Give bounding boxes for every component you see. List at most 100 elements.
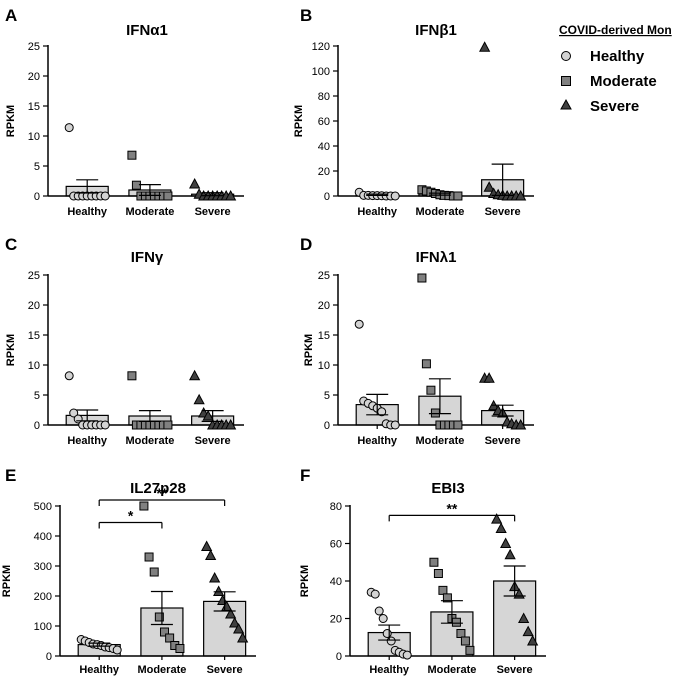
panel-C: C IFNγ RPKM 0 5 10 15 20 25 Healthy Moderate Severe xyxy=(5,235,244,447)
panel-label: A xyxy=(5,6,17,25)
y-tick-label: 0 xyxy=(34,191,40,203)
y-tick-label: 200 xyxy=(34,591,52,603)
panel-D: D IFNλ1 RPKM 0 5 10 15 20 25 Healthy Moderate Sever… xyxy=(300,235,534,447)
y-tick-label: 0 xyxy=(324,420,330,432)
data-point-severe xyxy=(491,513,503,524)
data-point-moderate xyxy=(426,385,436,395)
y-tick-label: 20 xyxy=(318,166,330,178)
legend-severe-label: Severe xyxy=(590,98,639,115)
y-tick-label: 0 xyxy=(324,191,330,203)
category-label-healthy: Healthy xyxy=(357,435,398,447)
data-point-moderate xyxy=(442,593,452,603)
legend-moderate-label: Moderate xyxy=(590,73,657,90)
legend-moderate-marker xyxy=(561,76,571,86)
data-point-severe xyxy=(225,607,237,619)
y-tick-label: 40 xyxy=(318,141,330,153)
data-point-severe xyxy=(213,585,225,596)
data-point-healthy xyxy=(390,420,400,430)
data-point-moderate xyxy=(451,617,461,627)
y-tick-label: 20 xyxy=(28,71,40,83)
panel-title: IFNλ1 xyxy=(416,249,457,266)
data-point-severe xyxy=(193,393,205,405)
data-point-healthy xyxy=(386,636,396,646)
data-point-severe xyxy=(237,631,249,643)
data-point-moderate xyxy=(175,644,185,653)
category-label-severe: Severe xyxy=(195,206,231,218)
y-tick-label: 20 xyxy=(28,300,40,312)
data-point-moderate xyxy=(456,629,466,638)
data-point-severe xyxy=(233,622,245,634)
category-label-moderate: Moderate xyxy=(415,206,464,218)
data-point-moderate xyxy=(159,627,169,637)
data-point-healthy xyxy=(354,319,364,329)
panel-label: C xyxy=(5,235,17,254)
legend-item-severe: Severe xyxy=(560,98,639,115)
data-point-healthy xyxy=(390,191,400,201)
data-point-severe xyxy=(518,612,530,623)
data-point-healthy xyxy=(64,123,74,133)
y-tick-label: 100 xyxy=(34,621,52,633)
y-tick-label: 500 xyxy=(34,501,52,513)
data-point-moderate xyxy=(438,585,448,595)
panel-title: IFNγ xyxy=(131,249,164,266)
data-point-severe xyxy=(479,41,491,52)
category-label-severe: Severe xyxy=(207,664,243,676)
data-point-healthy xyxy=(370,589,380,599)
y-tick-label: 10 xyxy=(318,360,330,372)
y-tick-label: 80 xyxy=(330,501,342,513)
y-tick-label: 10 xyxy=(28,131,40,143)
y-axis-label: RPKM xyxy=(1,565,13,597)
data-point-severe xyxy=(495,522,507,533)
y-tick-label: 100 xyxy=(312,66,330,78)
data-point-moderate xyxy=(163,420,173,430)
y-tick-label: 15 xyxy=(318,330,330,342)
significance-marker: ** xyxy=(156,485,167,501)
y-tick-label: 60 xyxy=(330,539,342,551)
data-point-severe xyxy=(515,418,527,430)
category-label-healthy: Healthy xyxy=(67,206,108,218)
significance-marker: * xyxy=(128,508,134,524)
y-tick-label: 25 xyxy=(318,270,330,282)
data-point-severe xyxy=(205,549,217,560)
category-label-moderate: Moderate xyxy=(125,435,174,447)
y-tick-label: 5 xyxy=(324,390,330,402)
data-point-healthy xyxy=(100,191,110,201)
data-point-moderate xyxy=(453,191,463,201)
y-tick-label: 300 xyxy=(34,561,52,573)
data-point-moderate xyxy=(433,569,443,578)
y-axis-label: RPKM xyxy=(293,105,305,137)
panel-A: A IFNα1 RPKM 0 5 10 15 20 25 Healthy Moderate Sever… xyxy=(5,6,244,218)
data-point-healthy xyxy=(69,408,79,418)
category-label-severe: Severe xyxy=(195,435,231,447)
y-tick-label: 25 xyxy=(28,270,40,282)
data-point-severe xyxy=(189,177,201,189)
panel-title: IFNβ1 xyxy=(415,22,457,39)
y-tick-label: 20 xyxy=(330,614,342,626)
data-point-moderate xyxy=(127,371,137,381)
category-label-severe: Severe xyxy=(485,206,521,218)
data-point-severe xyxy=(483,372,495,383)
data-point-moderate xyxy=(429,557,439,567)
y-tick-label: 25 xyxy=(28,41,40,53)
data-point-healthy xyxy=(112,645,122,655)
data-point-moderate xyxy=(154,612,164,622)
y-tick-label: 15 xyxy=(28,330,40,342)
data-point-severe xyxy=(225,189,237,201)
data-point-healthy xyxy=(64,371,74,381)
category-label-moderate: Moderate xyxy=(415,435,464,447)
y-tick-label: 60 xyxy=(318,116,330,128)
data-point-severe xyxy=(225,418,237,430)
category-label-healthy: Healthy xyxy=(369,664,410,676)
data-point-moderate xyxy=(127,150,137,160)
y-axis-label: RPKM xyxy=(5,334,17,366)
y-tick-label: 40 xyxy=(330,576,342,588)
data-point-severe xyxy=(483,181,495,192)
data-point-moderate xyxy=(460,636,470,646)
y-tick-label: 80 xyxy=(318,91,330,103)
data-point-moderate xyxy=(139,501,149,511)
data-point-severe xyxy=(500,537,512,548)
category-label-moderate: Moderate xyxy=(427,664,476,676)
data-point-severe xyxy=(201,540,213,551)
data-point-moderate xyxy=(421,359,431,369)
